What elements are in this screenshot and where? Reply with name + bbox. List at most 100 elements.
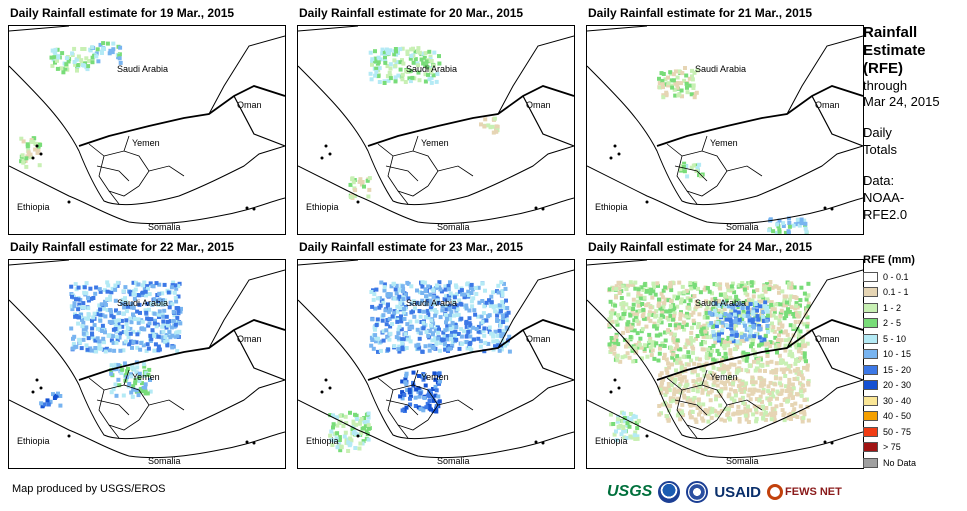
rainfall-cell (427, 343, 432, 348)
rainfall-cell (647, 310, 652, 315)
rainfall-cell (21, 160, 26, 165)
rainfall-cell (455, 307, 460, 312)
rainfall-cell (357, 179, 362, 184)
rainfall-cell (370, 59, 375, 64)
rainfall-cell (612, 337, 617, 342)
rainfall-cell (464, 340, 469, 344)
rainfall-cell (131, 292, 136, 297)
rainfall-cell (710, 348, 714, 353)
rainfall-cell (775, 396, 779, 401)
rainfall-cell (719, 417, 724, 422)
coastline (9, 165, 285, 225)
island (328, 152, 332, 156)
rainfall-cell (419, 320, 424, 324)
rainfall-cell (729, 312, 734, 317)
rainfall-cell (620, 355, 625, 360)
rainfall-cell (738, 338, 743, 343)
rainfall-cell (708, 352, 713, 357)
island (613, 378, 617, 382)
rainfall-cell (759, 341, 764, 346)
rainfall-cell (627, 424, 632, 429)
rainfall-cell (94, 54, 99, 59)
rainfall-cell (73, 62, 78, 67)
rainfall-cell (411, 383, 416, 388)
rainfall-cell (629, 282, 634, 287)
rainfall-cell (657, 76, 661, 81)
rainfall-cell (719, 389, 724, 394)
rainfall-cell (695, 334, 700, 338)
rainfall-cell (690, 74, 694, 79)
rainfall-cell (436, 300, 441, 305)
rainfall-cell (123, 339, 128, 344)
rainfall-cell (371, 297, 376, 302)
rainfall-cell (659, 320, 664, 325)
rainfall-cell (723, 292, 728, 297)
rainfall-cell (344, 438, 349, 442)
rainfall-cell (803, 343, 808, 348)
rainfall-cell (685, 296, 690, 301)
rainfall-cell (409, 47, 414, 52)
rainfall-cell (675, 400, 679, 405)
rainfall-cell (480, 299, 485, 303)
rainfall-cell (793, 310, 798, 315)
rainfall-cell (755, 314, 760, 319)
rainfall-cell (615, 353, 620, 358)
rainfall-cell (162, 308, 167, 313)
rainfall-cell (646, 302, 651, 307)
rainfall-cell (440, 338, 445, 343)
rainfall-cell (779, 367, 784, 372)
rainfall-cell (723, 351, 728, 356)
rainfall-cell (424, 330, 429, 334)
country-label-yemen: Yemen (132, 372, 160, 382)
rainfall-cell (772, 307, 777, 312)
rainfall-cell (682, 161, 687, 166)
rainfall-cell (696, 325, 701, 330)
rainfall-cell (443, 294, 448, 299)
rainfall-cell (680, 94, 684, 99)
rainfall-cell (673, 377, 678, 382)
rainfall-cell (500, 313, 505, 318)
rainfall-cell (656, 303, 661, 308)
rainfall-cell (384, 328, 389, 333)
rainfall-cell (143, 391, 148, 396)
rainfall-cell (480, 320, 485, 324)
rainfall-cell (760, 390, 765, 395)
rainfall-cell (433, 308, 437, 312)
rainfall-cell (385, 318, 390, 322)
rainfall-cell (754, 410, 759, 415)
rainfall-cell (466, 329, 471, 334)
rainfall-cell (794, 392, 799, 397)
rainfall-cell (751, 390, 756, 395)
rainfall-cell (786, 388, 791, 393)
rainfall-cell (501, 303, 506, 308)
rainfall-cell (639, 329, 644, 334)
rainfall-cell (401, 310, 406, 315)
rainfall-cell (754, 419, 759, 424)
admin-boundary (96, 165, 130, 205)
rainfall-cell (145, 301, 150, 306)
rainfall-cell (612, 351, 617, 356)
rainfall-cell (157, 347, 162, 352)
rainfall-cell (700, 388, 705, 393)
legend-item: 30 - 40 (863, 393, 963, 409)
rainfall-cell (444, 307, 449, 312)
country-border (811, 95, 863, 147)
legend-swatch (863, 442, 878, 453)
rainfall-cell (59, 66, 64, 71)
rainfall-cell (767, 310, 772, 315)
country-label-saudi: Saudi Arabia (695, 298, 747, 308)
rainfall-cell (398, 288, 403, 293)
rainfall-cell (380, 318, 385, 323)
rainfall-cell (782, 316, 787, 321)
country-border (587, 26, 863, 115)
rainfall-cell (495, 304, 500, 309)
rainfall-cell (688, 341, 693, 346)
rainfall-cell (726, 313, 731, 318)
rainfall-cell (104, 302, 108, 307)
rainfall-cell (722, 307, 727, 312)
rainfall-cell (40, 404, 45, 409)
rainfall-cell (411, 299, 416, 304)
rainfall-cell (431, 73, 436, 78)
title-line: Estimate (863, 42, 926, 59)
rainfall-cell (474, 327, 479, 331)
